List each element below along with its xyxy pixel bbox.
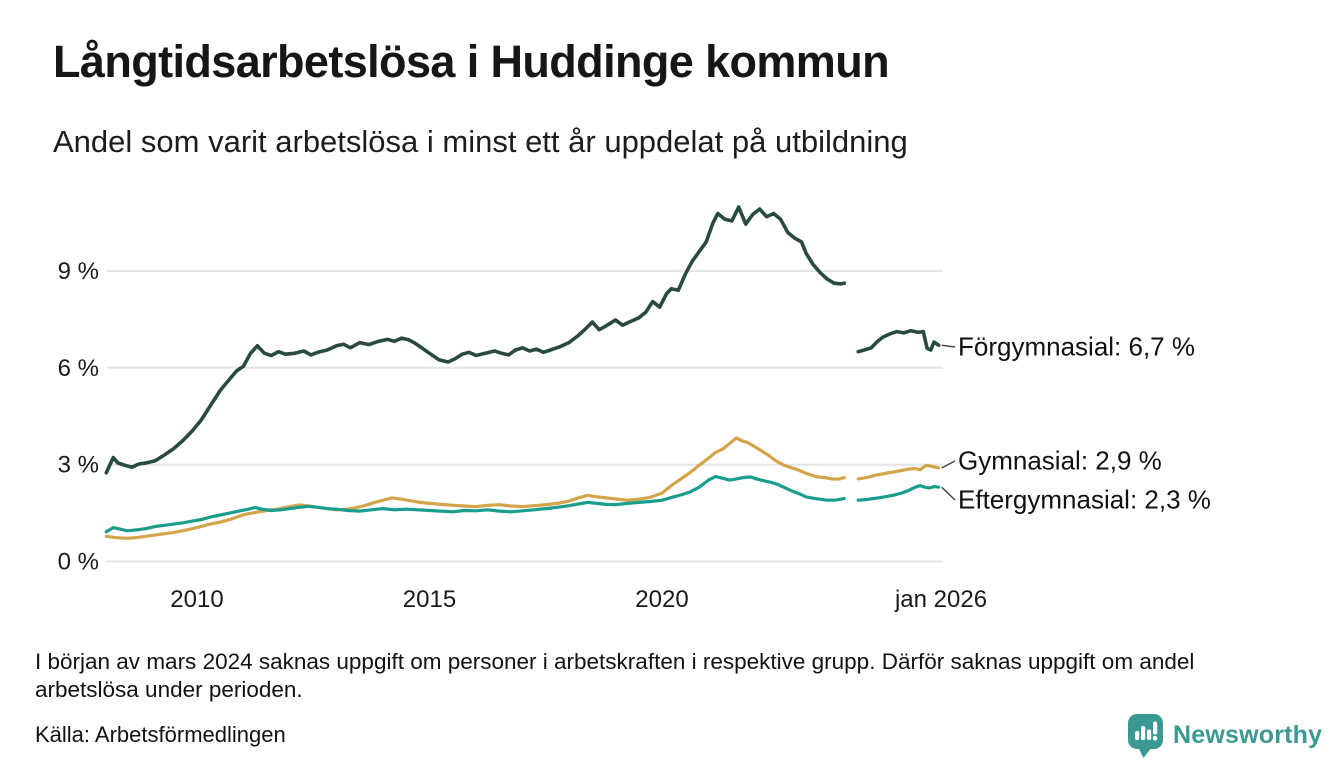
x-axis-tick-label: jan 2026 — [894, 586, 987, 613]
series-line-eftergymnasial — [104, 475, 846, 534]
newsworthy-logo-icon — [1128, 714, 1163, 758]
logo-bubble-tail — [1138, 747, 1152, 758]
label-leader-line-gymnasial — [941, 460, 956, 469]
source-line: Källa: Arbetsförmedlingen — [35, 722, 286, 747]
series-line-gymnasial — [856, 463, 941, 481]
logo-bar-1 — [1135, 731, 1140, 740]
series-end-label-eftergymnasial: Eftergymnasial: 2,3 % — [958, 484, 1211, 515]
label-leader-line-eftergymnasial — [941, 486, 956, 501]
series-line-forgymnasial — [856, 328, 941, 354]
series-end-label-forgymnasial: Förgymnasial: 6,7 % — [958, 331, 1195, 362]
x-axis-tick-label: 2010 — [170, 586, 223, 613]
logo-bubble — [1128, 714, 1163, 749]
series-line-gymnasial — [104, 436, 846, 540]
newsworthy-brand: Newsworthy — [1127, 712, 1322, 760]
logo-exclamation-dot — [1152, 735, 1158, 741]
brand-wordmark: Newsworthy — [1173, 721, 1323, 749]
y-axis-tick-label: 0 % — [58, 549, 99, 576]
y-axis-tick-label: 9 % — [58, 258, 99, 285]
x-axis-tick-label: 2015 — [403, 586, 456, 613]
series-end-label-gymnasial: Gymnasial: 2,9 % — [958, 445, 1162, 476]
series-line-forgymnasial — [104, 205, 847, 475]
logo-exclamation-bar — [1153, 721, 1158, 735]
page-subtitle: Andel som varit arbetslösa i minst ett å… — [53, 124, 908, 159]
x-axis-tick-label: 2020 — [635, 586, 688, 613]
page-title: Långtidsarbetslösa i Huddinge kommun — [53, 36, 890, 87]
label-leader-line-forgymnasial — [941, 344, 956, 348]
y-axis-tick-label: 3 % — [58, 452, 99, 479]
footnote: I början av mars 2024 saknas uppgift om … — [35, 649, 1195, 702]
series-line-eftergymnasial — [856, 484, 941, 502]
logo-bar-2 — [1141, 726, 1146, 740]
y-axis-tick-label: 6 % — [58, 355, 99, 382]
logo-bar-3 — [1147, 729, 1152, 740]
